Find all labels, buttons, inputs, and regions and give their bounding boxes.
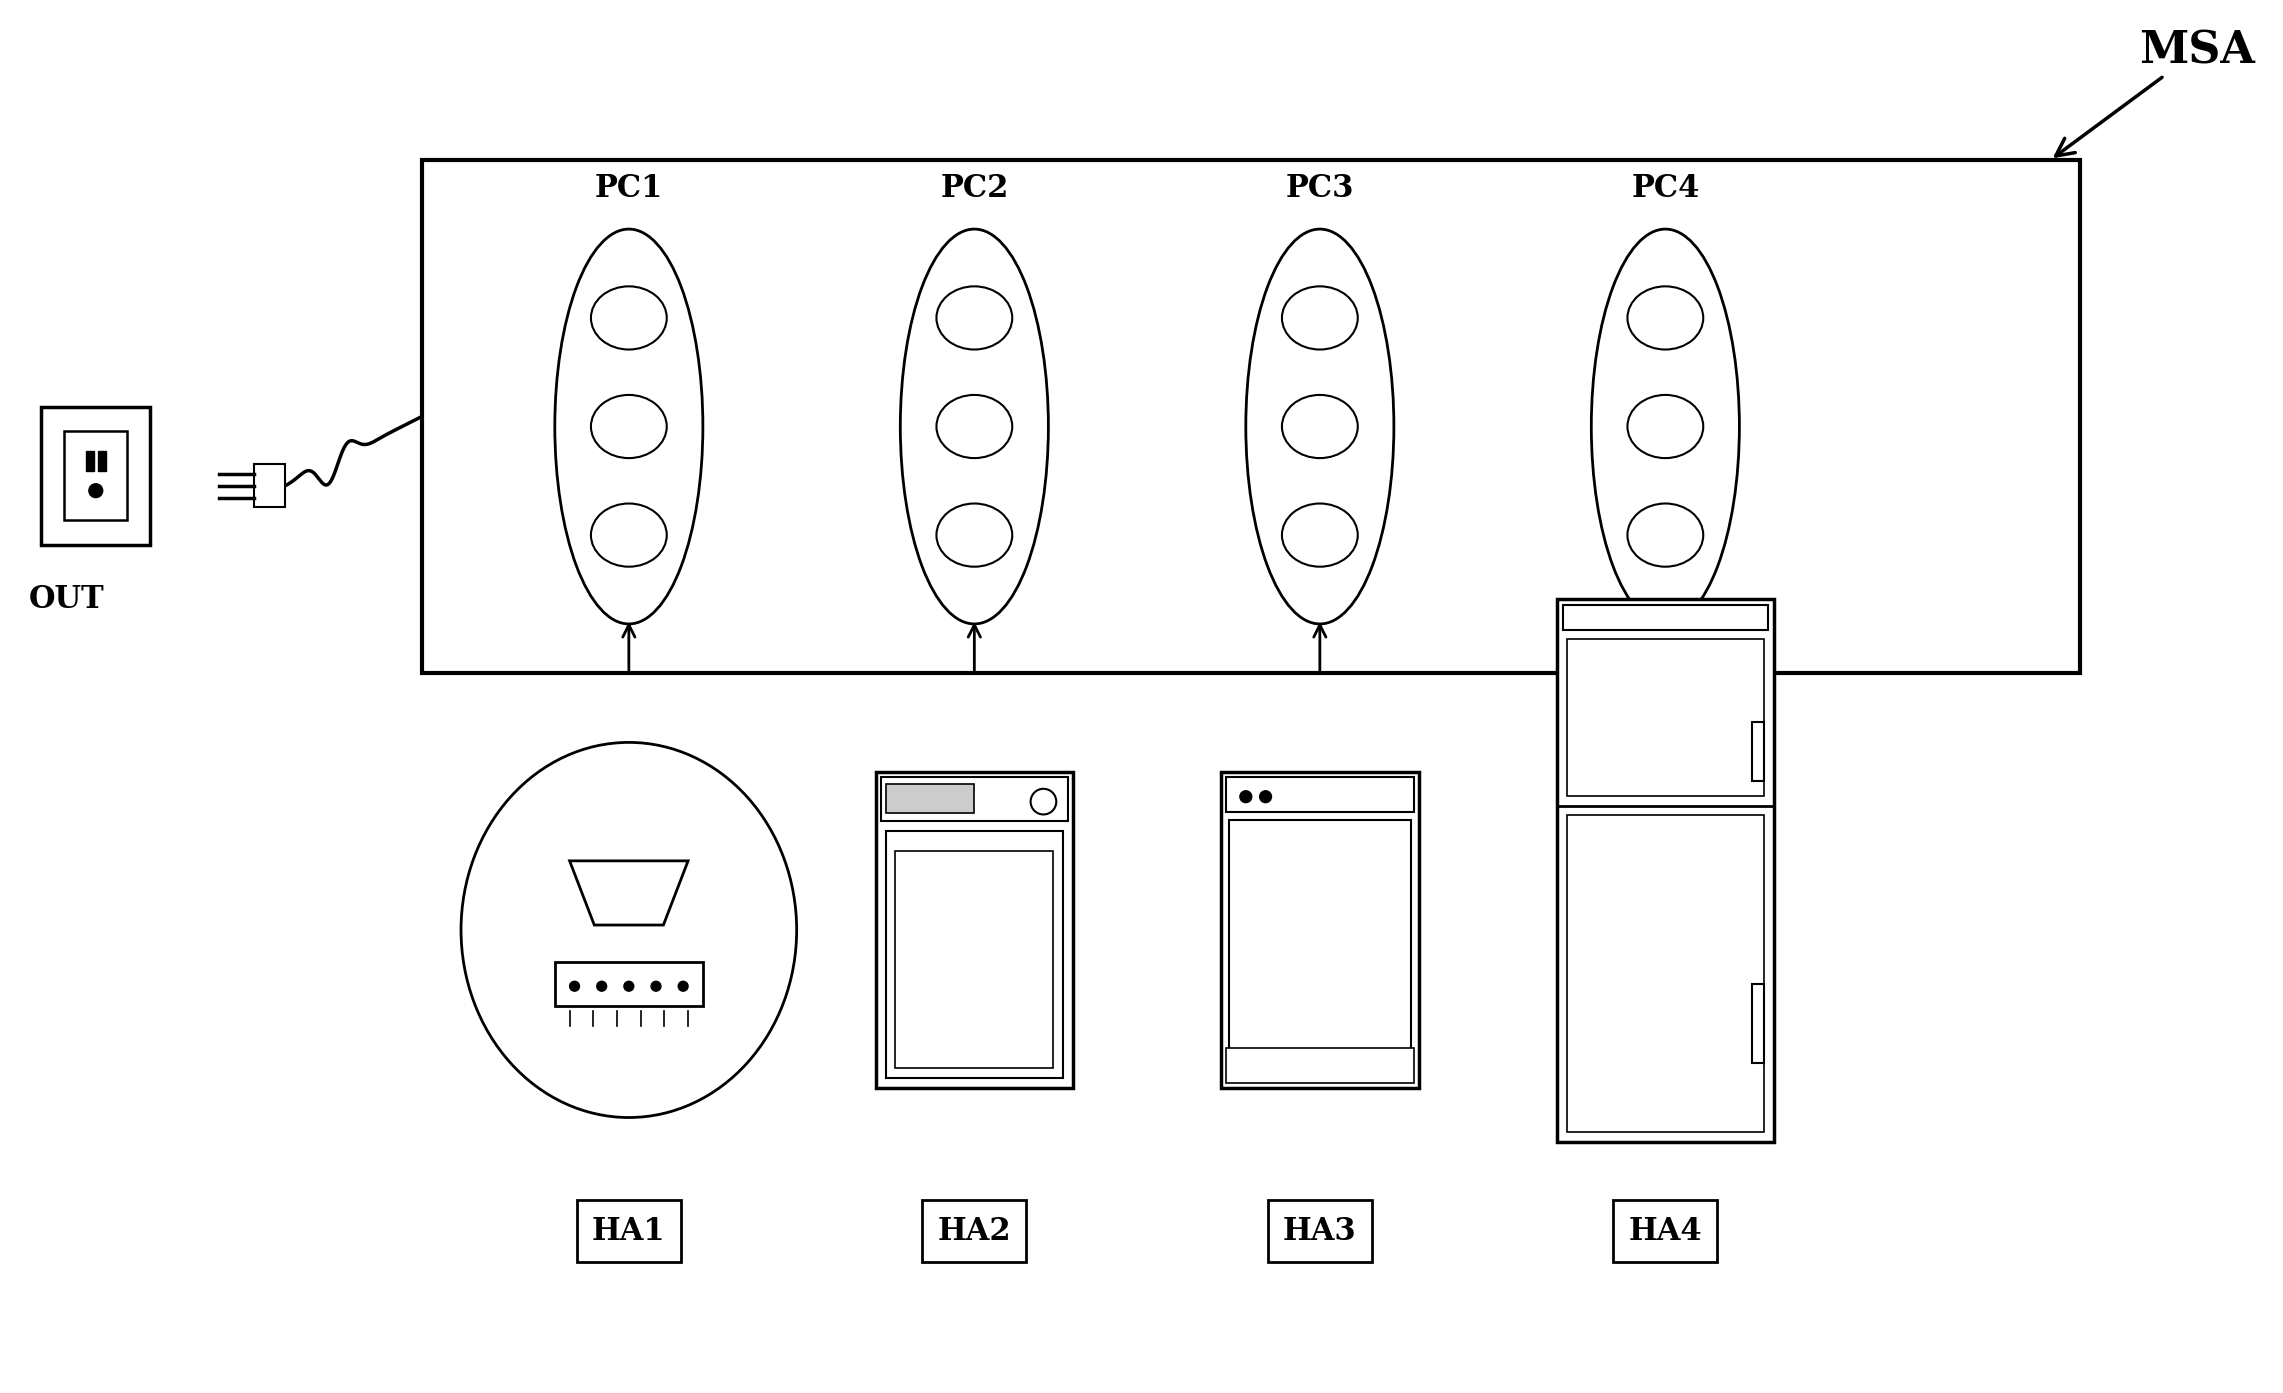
Ellipse shape bbox=[900, 228, 1048, 624]
Circle shape bbox=[596, 981, 607, 992]
Bar bbox=[886, 784, 975, 814]
Bar bbox=[98, 451, 105, 471]
Bar bbox=[1557, 599, 1774, 1142]
Bar bbox=[64, 432, 128, 521]
Bar bbox=[1226, 1049, 1413, 1082]
Circle shape bbox=[1030, 788, 1057, 815]
Text: HA3: HA3 bbox=[1283, 1216, 1356, 1247]
Bar bbox=[895, 851, 1052, 1068]
Text: HA4: HA4 bbox=[1628, 1216, 1703, 1247]
Ellipse shape bbox=[461, 742, 797, 1117]
Ellipse shape bbox=[1283, 503, 1358, 567]
Ellipse shape bbox=[591, 287, 667, 350]
Ellipse shape bbox=[591, 503, 667, 567]
Ellipse shape bbox=[591, 396, 667, 458]
Bar bbox=[1226, 777, 1413, 812]
Bar bbox=[1753, 722, 1765, 781]
Circle shape bbox=[651, 981, 660, 992]
Polygon shape bbox=[571, 861, 687, 925]
Bar bbox=[87, 451, 94, 471]
Bar bbox=[555, 963, 703, 1007]
Bar bbox=[1566, 815, 1765, 1133]
Circle shape bbox=[623, 981, 635, 992]
Text: PC3: PC3 bbox=[1285, 173, 1354, 205]
Text: PC1: PC1 bbox=[594, 173, 662, 205]
Bar bbox=[877, 772, 1073, 1088]
Bar bbox=[881, 777, 1068, 822]
Bar bbox=[41, 407, 151, 545]
Text: PC4: PC4 bbox=[1630, 173, 1699, 205]
Ellipse shape bbox=[1283, 287, 1358, 350]
Ellipse shape bbox=[1283, 396, 1358, 458]
Circle shape bbox=[571, 981, 580, 992]
Bar bbox=[1753, 985, 1765, 1063]
Bar bbox=[886, 832, 1064, 1078]
Ellipse shape bbox=[1628, 396, 1703, 458]
Ellipse shape bbox=[555, 228, 703, 624]
Ellipse shape bbox=[1247, 228, 1395, 624]
Text: MSA: MSA bbox=[2055, 29, 2256, 156]
Circle shape bbox=[89, 483, 103, 497]
Bar bbox=[1228, 820, 1411, 1080]
Circle shape bbox=[1240, 791, 1251, 802]
Ellipse shape bbox=[936, 503, 1011, 567]
Circle shape bbox=[678, 981, 687, 992]
Text: OUT: OUT bbox=[27, 585, 105, 616]
Ellipse shape bbox=[1591, 228, 1740, 624]
Ellipse shape bbox=[936, 287, 1011, 350]
Bar bbox=[1562, 605, 1767, 630]
Text: HA1: HA1 bbox=[591, 1216, 667, 1247]
Text: HA2: HA2 bbox=[938, 1216, 1011, 1247]
Ellipse shape bbox=[936, 396, 1011, 458]
Ellipse shape bbox=[1628, 503, 1703, 567]
Bar bbox=[422, 160, 2080, 673]
Text: PC2: PC2 bbox=[941, 173, 1009, 205]
Circle shape bbox=[1260, 791, 1272, 802]
Bar bbox=[253, 464, 285, 507]
Bar bbox=[1566, 639, 1765, 795]
Bar bbox=[1221, 772, 1418, 1088]
Ellipse shape bbox=[1628, 287, 1703, 350]
